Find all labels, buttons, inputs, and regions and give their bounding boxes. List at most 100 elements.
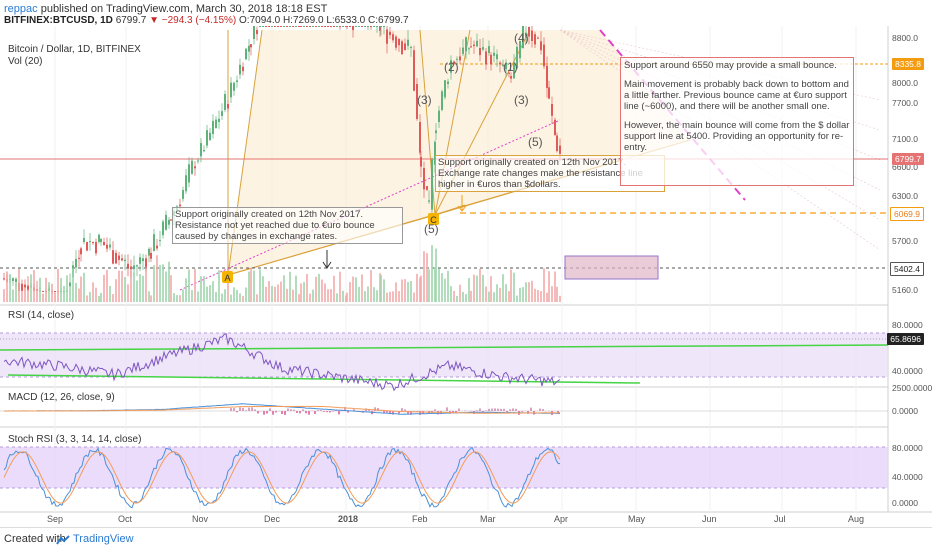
candle-body xyxy=(78,258,80,259)
candle-body xyxy=(556,136,558,152)
volume-bar xyxy=(265,287,267,302)
candle-body xyxy=(236,80,238,82)
volume-bar xyxy=(165,271,167,302)
candle-body xyxy=(168,220,170,225)
price-axis-tick: 7100.0 xyxy=(892,134,918,144)
volume-bar xyxy=(233,287,235,302)
volume-bar xyxy=(248,272,250,302)
volume-bar xyxy=(525,282,527,302)
wave-label-2[interactable]: (2) xyxy=(444,60,459,74)
macd-hist-bar xyxy=(515,409,517,411)
volume-bar xyxy=(349,282,351,302)
volume-bar xyxy=(36,289,38,302)
volume-bar xyxy=(476,276,478,302)
candle-body xyxy=(546,66,548,88)
volume-bar xyxy=(336,293,338,302)
stoch-axis-tick: 0.0000 xyxy=(892,498,918,508)
price-tag-8335: 8335.8 xyxy=(892,58,924,70)
volume-bar xyxy=(92,282,94,302)
rsi-pane-title: RSI (14, close) xyxy=(8,310,74,321)
volume-bar xyxy=(98,296,100,302)
volume-bar xyxy=(373,287,375,302)
candle-body xyxy=(197,161,199,162)
volume-bar xyxy=(95,288,97,302)
candle-body xyxy=(162,222,164,236)
volume-bar xyxy=(203,276,205,302)
candle-body xyxy=(473,45,475,46)
volume-bar xyxy=(182,290,184,302)
candle-body xyxy=(355,26,357,27)
candle-body xyxy=(118,256,120,260)
wave-label-5a[interactable]: (5) xyxy=(424,222,439,236)
tradingview-brand-link[interactable]: TradingView xyxy=(73,533,134,545)
note-main-analysis[interactable]: Support around 6550 may provide a small … xyxy=(620,57,854,186)
volume-bar xyxy=(548,271,550,302)
volume-bar xyxy=(48,282,50,302)
wave-label-1[interactable]: (1) xyxy=(503,60,518,74)
macd-hist-bar xyxy=(464,410,466,411)
volume-bar xyxy=(259,269,261,302)
volume-bar xyxy=(540,291,542,302)
note-support-euro[interactable]: Support originally created on 12th Nov 2… xyxy=(172,207,403,244)
volume-bar xyxy=(212,281,214,302)
candle-body xyxy=(401,41,403,54)
candle-body xyxy=(218,119,220,122)
volume-bar xyxy=(342,291,344,302)
macd-hist-bar xyxy=(539,409,541,411)
volume-bar xyxy=(435,249,437,302)
candle-body xyxy=(242,67,244,71)
candle-body xyxy=(367,26,369,27)
volume-bar xyxy=(271,286,273,302)
volume-bar xyxy=(159,265,161,302)
time-axis-tick: Apr xyxy=(554,514,568,524)
volume-bar xyxy=(83,273,85,302)
candle-body xyxy=(479,48,481,55)
wave-label-4[interactable]: (4) xyxy=(514,31,529,45)
candle-body xyxy=(274,26,276,27)
volume-bar xyxy=(370,270,372,302)
volume-bar xyxy=(510,270,512,302)
candle-body xyxy=(537,38,539,39)
volume-bar xyxy=(312,290,314,302)
candle-body xyxy=(256,30,258,34)
candle-body xyxy=(438,111,440,122)
candle-body xyxy=(410,47,412,48)
vol-pane-title: Vol (20) xyxy=(8,56,42,67)
wave-label-5b[interactable]: (5) xyxy=(528,135,543,149)
candle-body xyxy=(435,130,437,133)
volume-bar xyxy=(176,295,178,302)
volume-bar xyxy=(295,276,297,302)
volume-bar xyxy=(12,289,14,302)
volume-bar xyxy=(502,274,504,302)
stoch-band xyxy=(0,447,888,488)
target-zone[interactable] xyxy=(565,256,658,279)
volume-bar xyxy=(230,295,232,302)
volume-bar xyxy=(21,291,23,302)
marker-a[interactable]: A xyxy=(222,271,233,283)
volume-bar xyxy=(100,293,102,302)
volume-bar xyxy=(462,292,464,302)
volume-bar xyxy=(361,274,363,302)
volume-bar xyxy=(253,270,255,302)
volume-bar xyxy=(274,287,276,302)
volume-bar xyxy=(118,271,120,302)
candle-body xyxy=(124,260,126,261)
macd-hist-bar xyxy=(266,411,268,413)
candle-body xyxy=(115,253,117,264)
wave-label-3a[interactable]: (3) xyxy=(417,93,432,107)
candle-body xyxy=(423,168,425,189)
volume-bar xyxy=(490,276,492,302)
macd-hist-bar xyxy=(488,409,490,411)
candle-body xyxy=(24,285,26,288)
wave-label-3b[interactable]: (3) xyxy=(514,93,529,107)
candle-body xyxy=(342,26,344,27)
volume-bar xyxy=(45,278,47,302)
candle-body xyxy=(376,26,378,27)
candle-body xyxy=(426,186,428,190)
candle-body xyxy=(383,26,385,27)
candle-body xyxy=(420,157,422,167)
rsi-band xyxy=(0,333,888,377)
volume-bar xyxy=(395,282,397,302)
candle-body xyxy=(259,26,261,27)
volume-bar xyxy=(156,255,158,302)
